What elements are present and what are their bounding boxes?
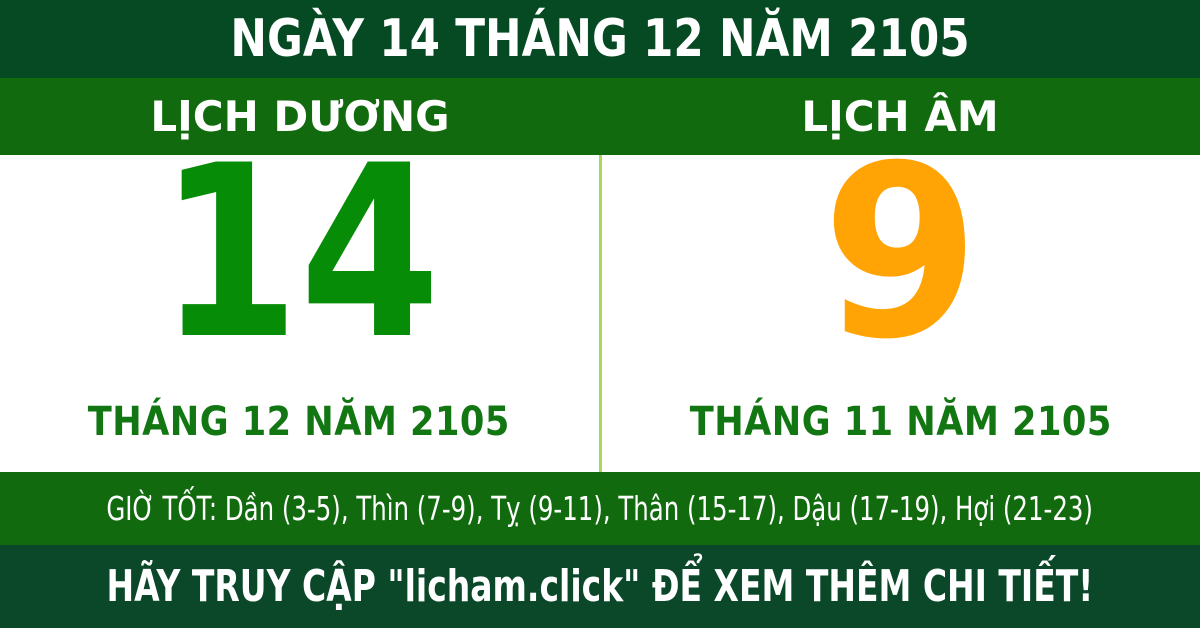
good-hours-text: GIỜ TỐT: Dần (3-5), Thìn (7-9), Tỵ (9-11… [107,489,1094,528]
solar-panel: 14 THÁNG 12 NĂM 2105 [0,135,599,472]
solar-calendar-header: LỊCH DƯƠNG [0,78,600,155]
solar-month-year: THÁNG 12 NĂM 2105 [88,399,511,445]
date-header-bar: NGÀY 14 THÁNG 12 NĂM 2105 [0,0,1200,78]
page-title: NGÀY 14 THÁNG 12 NĂM 2105 [230,9,970,69]
good-hours-value: Dần (3-5), Thìn (7-9), Tỵ (9-11), Thân (… [225,489,1094,528]
panel-divider [598,155,602,472]
footer-cta-text: HÃY TRUY CẬP "licham.click" ĐỂ XEM THÊM … [106,561,1094,612]
lunar-calendar-header: LỊCH ÂM [600,78,1200,155]
footer-bar: HÃY TRUY CẬP "licham.click" ĐỂ XEM THÊM … [0,545,1200,628]
good-hours-label: GIỜ TỐT: [106,489,218,528]
calendar-type-bar: LỊCH DƯƠNG LỊCH ÂM [0,78,1200,155]
lunar-panel: 9 THÁNG 11 NĂM 2105 [602,135,1200,472]
solar-day-number: 14 [158,115,441,392]
lunar-month-year: THÁNG 11 NĂM 2105 [689,399,1112,445]
calendar-panels: 14 THÁNG 12 NĂM 2105 9 THÁNG 11 NĂM 2105 [0,135,1200,472]
solar-calendar-label: LỊCH DƯƠNG [150,92,450,141]
lunar-day-number: 9 [822,115,980,392]
lunar-calendar-label: LỊCH ÂM [801,92,999,141]
good-hours-bar: GIỜ TỐT: Dần (3-5), Thìn (7-9), Tỵ (9-11… [0,472,1200,545]
